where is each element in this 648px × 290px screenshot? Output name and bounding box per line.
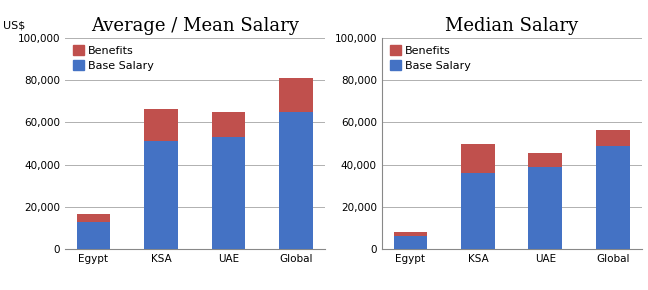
Legend: Benefits, Base Salary: Benefits, Base Salary — [388, 43, 473, 73]
Bar — [529, 167, 562, 249]
Title: Median Salary: Median Salary — [445, 17, 578, 35]
Bar — [144, 142, 178, 249]
Bar — [76, 215, 110, 222]
Title: Average / Mean Salary: Average / Mean Salary — [91, 17, 299, 35]
Bar — [529, 153, 562, 167]
Bar — [461, 173, 495, 249]
Bar — [279, 78, 313, 112]
Bar — [596, 146, 630, 249]
Bar — [596, 130, 630, 146]
Text: US$: US$ — [3, 20, 25, 30]
Bar — [461, 144, 495, 173]
Bar — [76, 222, 110, 249]
Bar — [211, 112, 246, 137]
Bar — [393, 233, 427, 236]
Bar — [144, 109, 178, 142]
Bar — [279, 112, 313, 249]
Bar — [211, 137, 246, 249]
Legend: Benefits, Base Salary: Benefits, Base Salary — [71, 43, 156, 73]
Bar — [393, 236, 427, 249]
